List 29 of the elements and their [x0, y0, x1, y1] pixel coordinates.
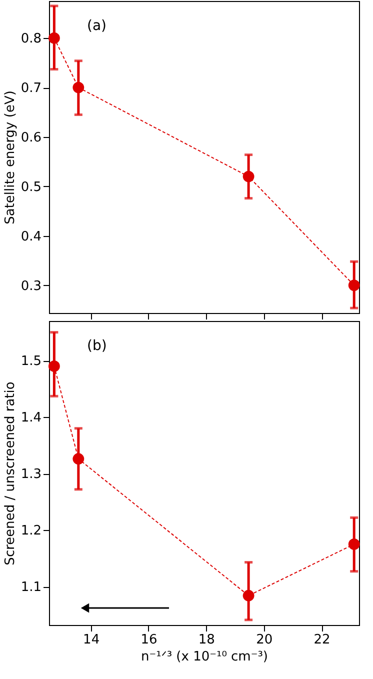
annotation: (a): [87, 18, 107, 34]
y-tick-label: 0.3: [20, 278, 42, 294]
y-tick-label: 0.8: [20, 32, 42, 47]
annotation: (b): [87, 338, 107, 354]
y-tick-label: 0.4: [20, 229, 42, 244]
x-tick-label: 20: [256, 632, 273, 648]
point: [72, 82, 84, 94]
y-tick-label: 0.6: [20, 130, 42, 146]
y-tick-label: 0.7: [20, 81, 42, 96]
x-tick-label: 16: [140, 632, 158, 648]
y-axis-title: Satellite energy (eV): [2, 90, 18, 224]
point: [48, 360, 60, 372]
y-tick-label: 0.5: [20, 180, 42, 195]
x-tick-label: 18: [198, 632, 215, 648]
y-axis-title: Screened / unscreened ratio: [2, 382, 18, 566]
point: [48, 32, 60, 44]
point: [348, 538, 360, 550]
y-tick-label: 1.5: [20, 354, 42, 370]
point: [242, 170, 254, 182]
x-axis-title: n⁻¹ᐟ³ (x 10⁻¹⁰ cm⁻³): [141, 650, 268, 664]
point: [348, 280, 360, 291]
point: [72, 453, 84, 465]
y-tick-label: 1.4: [20, 410, 42, 426]
y-tick-label: 1.1: [20, 580, 42, 596]
point: [242, 590, 254, 602]
y-tick-label: 1.2: [20, 524, 42, 539]
x-tick-label: 22: [314, 632, 330, 648]
x-tick-label: 14: [83, 632, 100, 648]
y-tick-label: 1.3: [20, 467, 42, 482]
